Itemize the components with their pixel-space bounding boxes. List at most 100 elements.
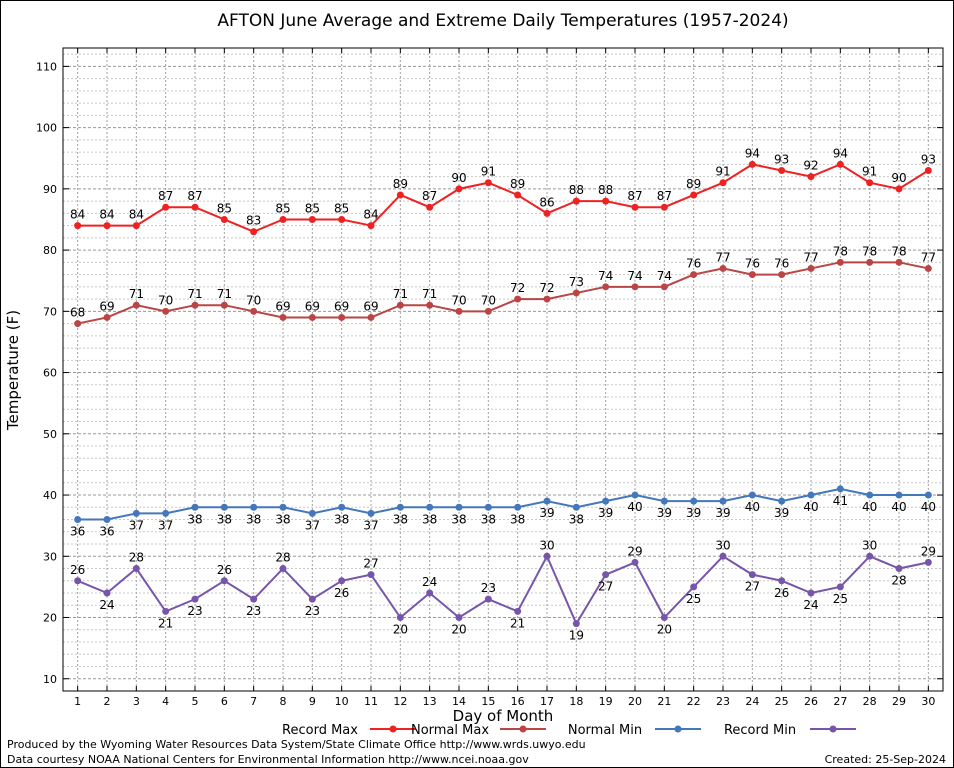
normal-min-point: [924, 491, 932, 499]
record-max-data-label: 93: [921, 152, 936, 166]
record-max-point: [279, 215, 287, 223]
normal-max-point: [132, 301, 140, 309]
normal-max-point: [543, 295, 551, 303]
normal-min-point: [866, 491, 874, 499]
normal-min-point: [103, 516, 111, 524]
record-min-point: [103, 589, 111, 597]
record-min-point: [279, 565, 287, 573]
record-min-point: [778, 577, 786, 585]
normal-max-point: [74, 320, 82, 328]
normal-min-data-label: 38: [246, 512, 261, 526]
normal-max-point: [631, 283, 639, 291]
normal-max-data-label: 69: [99, 299, 114, 313]
record-max-point: [338, 215, 346, 223]
record-max-point: [660, 203, 668, 211]
normal-min-data-label: 39: [598, 506, 613, 520]
record-max-point: [748, 160, 756, 168]
record-max-data-label: 85: [275, 201, 290, 215]
normal-min-data-label: 36: [70, 525, 85, 539]
normal-max-point: [572, 289, 580, 297]
normal-min-data-label: 40: [627, 500, 642, 514]
normal-max-data-label: 69: [334, 299, 349, 313]
x-tick-label: 12: [393, 695, 407, 708]
record-min-data-label: 24: [99, 598, 114, 612]
x-tick-label: 13: [423, 695, 437, 708]
record-max-point: [807, 173, 815, 181]
legend-marker-normal-min: [674, 725, 682, 733]
normal-max-data-label: 74: [627, 269, 642, 283]
normal-min-point: [279, 503, 287, 511]
record-min-data-label: 20: [451, 623, 466, 637]
record-max-data-label: 91: [715, 165, 730, 179]
record-max-data-label: 85: [217, 201, 232, 215]
series-layer: 84 84 84 87 87 85 83 85 85 85 84 89 87 90 91 89 86 88 88 87…: [70, 146, 936, 642]
record-max-data-label: 84: [363, 208, 378, 222]
normal-max-data-label: 77: [921, 250, 936, 264]
normal-max-point: [396, 301, 404, 309]
record-min-point: [660, 614, 668, 622]
normal-max-data-label: 71: [187, 287, 202, 301]
record-min-point: [836, 583, 844, 591]
normal-max-point: [514, 295, 522, 303]
x-tick-label: 9: [309, 695, 316, 708]
normal-min-point: [338, 503, 346, 511]
normal-max-point: [367, 313, 375, 321]
record-max-point: [631, 203, 639, 211]
normal-min-data-label: 38: [187, 512, 202, 526]
record-max-point: [572, 197, 580, 205]
normal-min-data-label: 39: [657, 506, 672, 520]
normal-min-data-label: 38: [217, 512, 232, 526]
x-tick-label: 15: [481, 695, 495, 708]
record-max-point: [74, 222, 82, 230]
x-tick-label: 29: [892, 695, 906, 708]
record-min-point: [191, 595, 199, 603]
record-max-data-label: 89: [393, 177, 408, 191]
record-max-data-label: 84: [99, 208, 114, 222]
record-min-line: [77, 553, 929, 626]
normal-min-point: [132, 509, 140, 517]
x-tick-label: 2: [104, 695, 111, 708]
normal-min-point: [367, 509, 375, 517]
record-min-data-label: 24: [803, 598, 818, 612]
x-tick-label: 28: [863, 695, 877, 708]
record-min-data-label: 28: [891, 574, 906, 588]
x-tick-label: 10: [335, 695, 349, 708]
record-max-data-label: 92: [803, 159, 818, 173]
record-min-data-label: 20: [657, 623, 672, 637]
y-tick-label: 110: [36, 60, 57, 73]
record-min-point: [367, 571, 375, 579]
x-tick-label: 4: [162, 695, 169, 708]
legend-marker-record-max: [389, 725, 397, 733]
record-min-data-label: 21: [510, 616, 525, 630]
normal-min-point: [719, 497, 727, 505]
record-min-data-label: 26: [70, 563, 85, 577]
record-min-point: [572, 620, 580, 628]
record-max-point: [220, 215, 228, 223]
record-min-point: [602, 571, 610, 579]
record-max-point: [396, 191, 404, 199]
record-min-data-label: 19: [569, 629, 584, 643]
record-min-data-label: 25: [833, 592, 848, 606]
x-tick-label: 5: [192, 695, 199, 708]
record-min-data-label: 23: [187, 604, 202, 618]
normal-min-point: [191, 503, 199, 511]
record-max-data-label: 94: [745, 146, 760, 160]
record-min-point: [132, 565, 140, 573]
x-axis-label: Day of Month: [453, 707, 554, 725]
normal-min-point: [836, 485, 844, 493]
normal-min-point: [572, 503, 580, 511]
record-min-point: [895, 565, 903, 573]
record-max-data-label: 84: [129, 208, 144, 222]
normal-max-data-label: 78: [891, 244, 906, 258]
normal-min-data-label: 36: [99, 525, 114, 539]
record-min-data-label: 30: [715, 538, 730, 552]
record-min-data-label: 26: [334, 586, 349, 600]
normal-min-data-label: 40: [921, 500, 936, 514]
normal-min-point: [895, 491, 903, 499]
record-min-point: [220, 577, 228, 585]
normal-max-data-label: 78: [862, 244, 877, 258]
plot-border: [62, 47, 944, 692]
record-max-point: [308, 215, 316, 223]
record-min-data-label: 24: [422, 575, 437, 589]
